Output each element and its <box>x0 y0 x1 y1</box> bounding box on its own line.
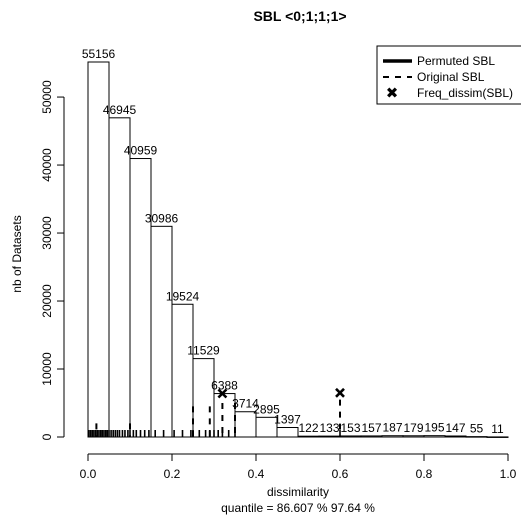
histogram-bar <box>297 435 320 438</box>
legend: Permuted SBL Original SBL ✖ Freq_dissim(… <box>376 45 521 105</box>
legend-permuted-label: Permuted SBL <box>417 54 495 68</box>
marker-stroke <box>217 388 228 399</box>
y-tick-label: 0 <box>40 433 54 440</box>
bar-count-label: 55156 <box>82 47 116 61</box>
histogram-bar <box>276 427 299 438</box>
y-tick-label: 20000 <box>40 284 54 318</box>
bar-count-label: 11 <box>491 422 504 436</box>
histogram-bar <box>192 358 215 438</box>
histogram-bar <box>129 158 152 438</box>
y-tick-label: 10000 <box>40 352 54 386</box>
y-tick-label: 30000 <box>40 216 54 250</box>
chart-title: SBL <0;1;1;1> <box>253 8 346 24</box>
x-tick-label: 0.6 <box>332 467 349 481</box>
y-axis-label: nb of Datasets <box>10 215 24 292</box>
legend-box <box>376 45 521 105</box>
bar-count-label: 157 <box>361 421 381 435</box>
bar-count-label: 122 <box>298 421 318 435</box>
bar-count-labels: 55156 46945 40959 30986 19524 11529 6388 371428… <box>82 47 504 436</box>
freq-dissim-marker <box>217 388 228 399</box>
bar-count-label: 40959 <box>124 144 158 158</box>
bar-count-label: 3714 <box>232 397 259 411</box>
bar-count-label: 153 <box>340 421 360 435</box>
x-tick-label: 1.0 <box>500 467 517 481</box>
bar-count-label: 2895 <box>253 402 280 416</box>
bar-count-label: 6388 <box>211 379 238 393</box>
y-axis: 0 10000 20000 30000 40000 50000 <box>40 80 65 440</box>
histogram-bar <box>465 436 488 438</box>
bar-count-label: 19524 <box>166 289 200 303</box>
histogram-bar <box>486 436 509 438</box>
bar-count-label: 30986 <box>145 211 179 225</box>
histogram-bar <box>108 117 131 438</box>
freq-dissim-markers <box>217 387 345 399</box>
bar-count-label: 147 <box>445 421 465 435</box>
histogram-bars <box>87 61 509 438</box>
bar-count-label: 179 <box>403 421 423 435</box>
bar-count-label: 195 <box>424 421 444 435</box>
x-tick-label: 0.8 <box>416 467 433 481</box>
legend-freq-label: Freq_dissim(SBL) <box>417 86 513 100</box>
x-axis-label: dissimilarity <box>267 485 329 499</box>
bar-count-label: 55 <box>470 422 484 436</box>
bar-count-label: 11529 <box>187 344 220 358</box>
bar-count-label: 187 <box>382 421 402 435</box>
y-tick-label: 40000 <box>40 148 54 182</box>
histogram-bar <box>402 435 425 438</box>
histogram-bar <box>360 435 383 438</box>
bar-count-label: 133 <box>319 421 339 435</box>
histogram-bar <box>339 435 362 438</box>
x-axis: 0.0 0.2 0.4 0.6 0.8 1.0 <box>80 453 517 481</box>
histogram-bar <box>423 435 446 438</box>
histogram-bar <box>87 61 110 438</box>
histogram-bar <box>171 303 194 438</box>
histogram-bar <box>150 225 173 438</box>
histogram-bar <box>318 435 341 438</box>
histogram-bar <box>381 435 404 438</box>
y-tick-label: 50000 <box>40 80 54 114</box>
freq-dissim-marker <box>335 387 345 398</box>
x-tick-label: 0.4 <box>248 467 265 481</box>
legend-freq-marker: ✖ <box>386 84 399 102</box>
bar-count-label: 1397 <box>274 413 301 427</box>
quantile-caption: quantile = 86.607 % 97.64 % <box>221 501 375 515</box>
legend-original-label: Original SBL <box>417 70 485 84</box>
original-sbl-lines <box>95 399 341 437</box>
x-tick-label: 0.0 <box>80 467 97 481</box>
x-tick-label: 0.2 <box>164 467 181 481</box>
bar-count-label: 46945 <box>103 103 137 117</box>
marker-stroke <box>335 387 345 398</box>
histogram-bar <box>444 435 467 438</box>
